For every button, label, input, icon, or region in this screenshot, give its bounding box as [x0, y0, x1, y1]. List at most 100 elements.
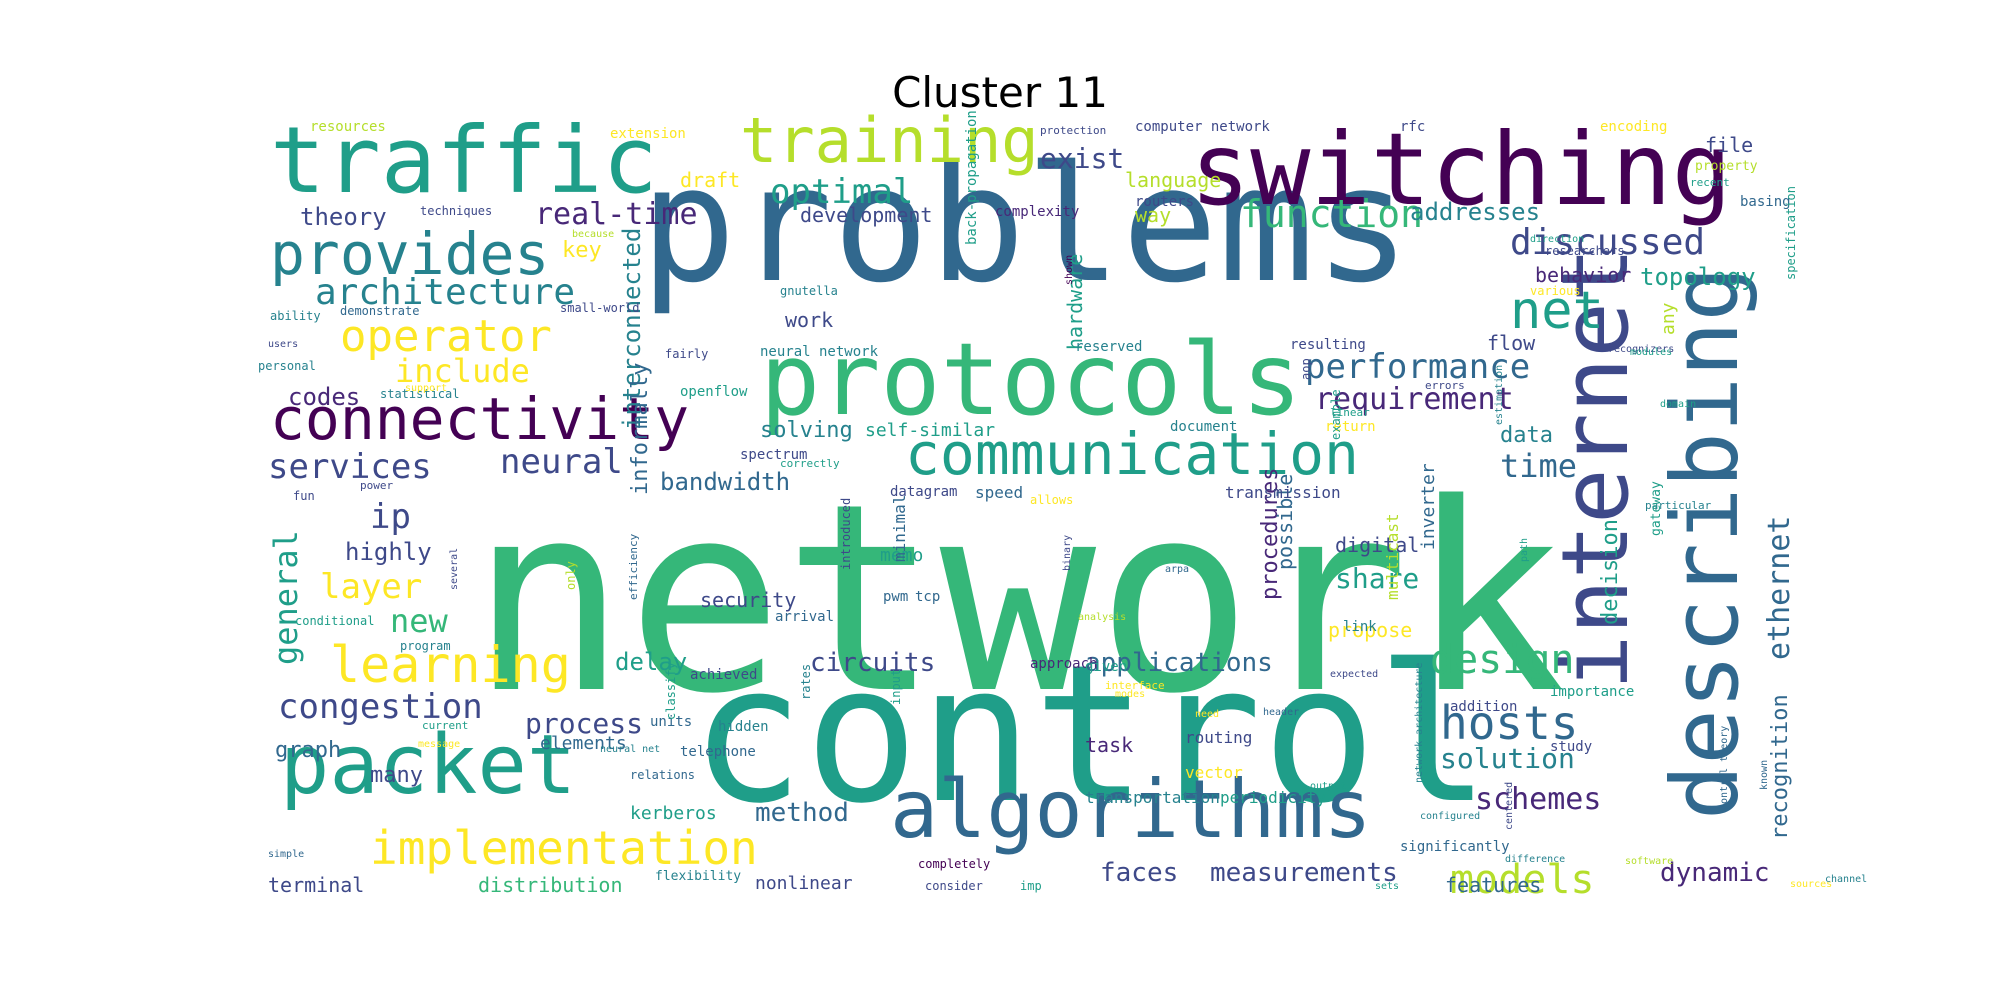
word-gnutella: gnutella — [780, 284, 838, 298]
word-training: training — [740, 104, 1039, 177]
word-implementation: implementation — [370, 821, 758, 875]
word-topology: topology — [1640, 263, 1756, 291]
word-dynamic: dynamic — [1660, 858, 1770, 888]
word-link: link — [1343, 619, 1377, 635]
word-sets: sets — [1375, 881, 1400, 892]
word-configured: configured — [1420, 811, 1481, 822]
word-provides: provides — [270, 220, 550, 288]
word-arrival: arrival — [775, 609, 835, 625]
word-consider: consider — [925, 879, 983, 893]
word-ip: ip — [370, 497, 411, 537]
word-applications: applications — [1085, 648, 1273, 678]
word-recognition: recognition — [1768, 694, 1793, 840]
word-architecture: architecture — [315, 272, 576, 313]
word-binary: binary — [1062, 534, 1073, 571]
word-allows: allows — [1030, 493, 1074, 507]
word-method: method — [755, 798, 849, 828]
word-telephone: telephone — [680, 744, 756, 760]
word-language: language — [1125, 168, 1222, 192]
word-difference: difference — [1505, 854, 1566, 865]
word-units: units — [650, 714, 693, 730]
word-errors: errors — [1425, 379, 1465, 392]
word-conditional: conditional — [295, 614, 375, 628]
word-sources: sources — [1790, 879, 1833, 890]
word-flow: flow — [1487, 331, 1536, 355]
word-features: features — [1445, 873, 1542, 897]
word-return: return — [1325, 419, 1376, 435]
word-propose: propose — [1328, 618, 1413, 642]
word-analysis: analysis — [1078, 612, 1127, 623]
word-ability: ability — [270, 309, 321, 323]
word-personal: personal — [258, 359, 316, 373]
word-general: general — [267, 530, 305, 665]
word-given: given — [1085, 659, 1128, 675]
word-process: process — [525, 707, 644, 740]
word-several: several — [449, 547, 460, 590]
word-delay: delay — [615, 648, 688, 676]
word-ethernet: ethernet — [1762, 515, 1797, 661]
word-codes: codes — [288, 383, 361, 411]
word-informally: informally — [628, 362, 653, 495]
word-distribution: distribution — [478, 873, 623, 897]
word-task: task — [1085, 733, 1134, 757]
word-computer-network: computer network — [1135, 119, 1270, 135]
word-highly: highly — [345, 538, 432, 566]
word-vector: vector — [1185, 763, 1243, 782]
word-hidden: hidden — [718, 719, 769, 735]
word-property: property — [1695, 159, 1758, 174]
word-known: known — [1759, 759, 1770, 790]
word-addresses: addresses — [1410, 198, 1541, 226]
word-protection: protection — [1040, 124, 1107, 137]
word-study: study — [1550, 739, 1593, 755]
word-exist: exist — [1040, 142, 1125, 175]
word-document: document — [1170, 419, 1238, 435]
word-routers: routers — [1135, 194, 1195, 210]
word-nonlinear: nonlinear — [755, 873, 853, 894]
word-network: network — [470, 449, 1566, 751]
word-transportation: transportation — [1085, 788, 1220, 807]
word-requirement: requirement — [1315, 382, 1514, 417]
word-neural-net: neural net — [600, 744, 661, 755]
word-schemes: schemes — [1475, 782, 1602, 817]
word-fun: fun — [293, 489, 315, 503]
word-development: development — [800, 203, 933, 227]
word-faces: faces — [1100, 858, 1179, 888]
word-hosts: hosts — [1440, 696, 1579, 750]
word-share: share — [1335, 562, 1420, 595]
word-neural: neural — [500, 442, 623, 482]
word-input: input — [889, 668, 903, 705]
word-net: net — [1510, 281, 1604, 341]
word-learning: learning — [330, 636, 571, 694]
word-digital: digital — [1335, 533, 1420, 557]
word-recognizers: recognizers — [1608, 344, 1675, 355]
word-neural-network: neural network — [760, 344, 879, 360]
word-statistical: statistical — [380, 387, 460, 401]
word-transmission: transmission — [1225, 483, 1341, 502]
word-shown: shown — [1064, 254, 1075, 285]
word-power: power — [360, 479, 394, 492]
word-tcp: tcp — [915, 589, 941, 605]
word-techniques: techniques — [420, 204, 493, 218]
word-discussed: discussed — [1510, 222, 1706, 263]
word-various: various — [1530, 284, 1581, 298]
word-support: support — [405, 383, 448, 394]
word-channel: channel — [1825, 874, 1868, 885]
word-pwm: pwm — [883, 589, 909, 605]
word-include: include — [395, 352, 530, 390]
word-any: any — [1658, 302, 1679, 335]
word-control: control — [690, 624, 1491, 845]
word-measurements: measurements — [1210, 858, 1398, 888]
word-operator: operator — [340, 311, 552, 362]
word-openflow: openflow — [680, 384, 748, 400]
word-efficiency: efficiency — [627, 533, 640, 600]
word-fairly: fairly — [665, 347, 709, 361]
word-resources: resources — [310, 119, 386, 135]
word-inverter: inverter — [1418, 463, 1439, 550]
word-expected: expected — [1330, 669, 1379, 680]
word-decision: decision — [1598, 519, 1623, 625]
word-centered: centered — [1504, 781, 1515, 830]
word-multicast: multicast — [1383, 513, 1402, 600]
word-domain: domain — [1660, 399, 1697, 410]
word-flexibility: flexibility — [655, 869, 742, 884]
word-traffic: traffic — [270, 107, 658, 214]
